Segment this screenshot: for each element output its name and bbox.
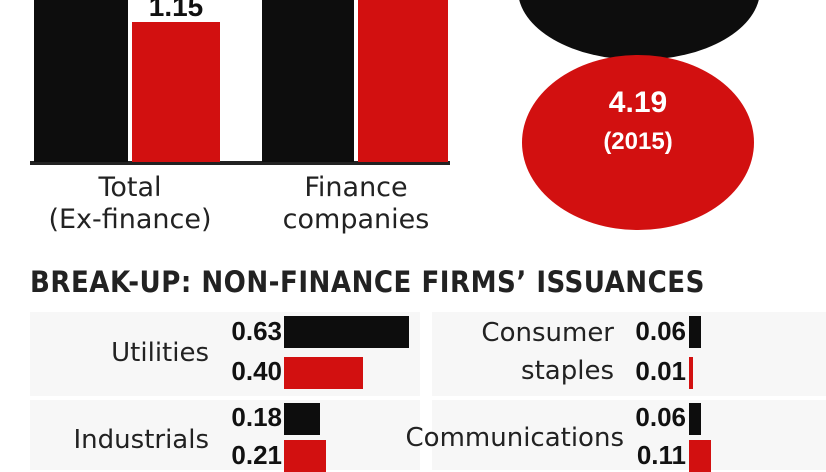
industrials-b-label: 0.21 (202, 440, 282, 471)
bar-finance-red (358, 0, 448, 162)
sector-label-utilities: Utilities (111, 338, 209, 368)
utilities-b-label: 0.40 (202, 356, 282, 387)
bar-total-black (34, 0, 128, 162)
communications-a-label: 0.06 (606, 402, 686, 433)
sector-label-consumer: Consumer staples (481, 318, 614, 386)
consumer-b-text: 0.01 (635, 356, 686, 386)
category-label-finance-line2: companies (282, 204, 430, 235)
communications-bar-a (689, 403, 701, 435)
utilities-a-text: 0.63 (231, 316, 282, 346)
panel-industrials (30, 400, 420, 470)
consumer-a-label: 0.06 (606, 316, 686, 347)
industrials-a-label: 0.18 (202, 402, 282, 433)
category-label-finance: Finance companies (256, 172, 456, 236)
breakup-title: BREAK-UP: NON-FINANCE FIRMS’ ISSUANCES (30, 265, 705, 299)
bubble-black (518, 0, 760, 60)
panel-communications (432, 400, 826, 470)
category-label-finance-line1: Finance (304, 172, 408, 203)
bar-total-red (132, 22, 220, 162)
industrials-b-text: 0.21 (231, 440, 282, 470)
communications-b-label: 0.11 (606, 440, 686, 471)
utilities-bar-a (284, 316, 409, 348)
bubble-red (522, 55, 754, 230)
communications-a-text: 0.06 (635, 402, 686, 432)
panel-consumer-staples (432, 312, 826, 396)
consumer-b-label: 0.01 (606, 356, 686, 387)
bubble-year: (2015) (603, 128, 673, 155)
category-label-total-line2: (Ex-finance) (48, 204, 212, 235)
consumer-a-text: 0.06 (635, 316, 686, 346)
sector-label-industrials: Industrials (73, 425, 209, 455)
industrials-bar-b (284, 440, 326, 472)
consumer-bar-a (689, 316, 701, 348)
sector-label-consumer-line2: staples (521, 356, 614, 386)
consumer-bar-b (689, 357, 693, 389)
communications-bar-b (689, 440, 711, 472)
industrials-a-text: 0.18 (231, 402, 282, 432)
utilities-a-label: 0.63 (202, 316, 282, 347)
bar-finance-black (262, 0, 354, 162)
sector-label-communications: Communications (405, 423, 624, 453)
utilities-bar-b (284, 357, 363, 389)
category-label-total: Total (Ex-finance) (30, 172, 230, 236)
top-bar-chart: 1.15 (30, 0, 450, 165)
category-label-total-line1: Total (98, 172, 162, 203)
sector-label-consumer-line1: Consumer (481, 318, 614, 348)
communications-b-text: 0.11 (636, 440, 686, 470)
utilities-b-text: 0.40 (231, 356, 282, 386)
bubble-value: 4.19 (608, 86, 668, 119)
bar-total-red-value: 1.15 (149, 0, 204, 22)
industrials-bar-a (284, 403, 320, 435)
